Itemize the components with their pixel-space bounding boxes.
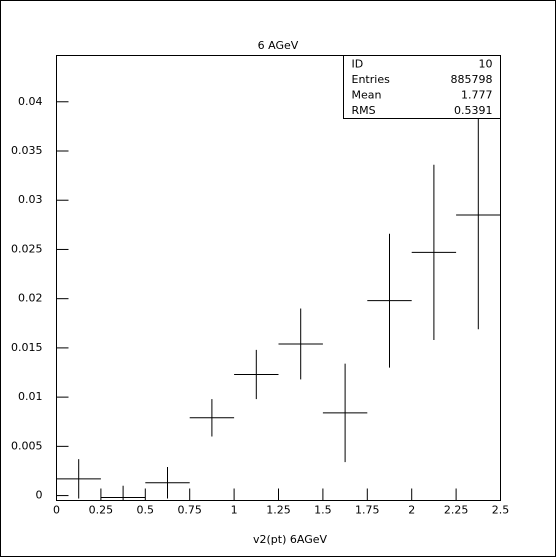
y-tick-label: 0.035: [11, 144, 43, 157]
stats-label: ID: [352, 57, 364, 70]
stats-value: 885798: [451, 73, 493, 86]
y-tick-label: 0.02: [18, 292, 43, 305]
y-tick-label: 0.04: [18, 95, 43, 108]
stats-label: Entries: [352, 73, 391, 86]
y-tick-label: 0.015: [11, 341, 43, 354]
stats-value: 10: [479, 57, 493, 70]
y-tick-label: 0.03: [18, 193, 43, 206]
x-tick-label: 0: [53, 504, 60, 517]
x-tick-label: 2: [408, 504, 415, 517]
x-axis-label: v2(pt) 6AGeV: [253, 533, 328, 546]
chart-title: 6 AGeV: [258, 39, 299, 52]
y-tick-label: 0.01: [18, 390, 43, 403]
x-tick-label: 2.25: [444, 504, 469, 517]
stats-value: 0.5391: [454, 104, 493, 117]
x-tick-label: 1.25: [266, 504, 291, 517]
stats-label: RMS: [352, 104, 376, 117]
y-tick-label: 0: [36, 489, 43, 502]
x-tick-label: 1.5: [314, 504, 332, 517]
stats-label: Mean: [352, 88, 382, 101]
x-tick-label: 0.25: [89, 504, 114, 517]
stats-value: 1.777: [461, 88, 493, 101]
x-tick-label: 1.75: [355, 504, 380, 517]
y-tick-label: 0.025: [11, 242, 43, 255]
stats-box: [343, 55, 501, 119]
x-tick-label: 1: [231, 504, 238, 517]
title-box: [245, 38, 311, 54]
y-tick-label: 0.005: [11, 439, 43, 452]
x-tick-label: 0.5: [137, 504, 155, 517]
x-tick-label: 0.75: [177, 504, 202, 517]
x-tick-label: 2.5: [492, 504, 510, 517]
